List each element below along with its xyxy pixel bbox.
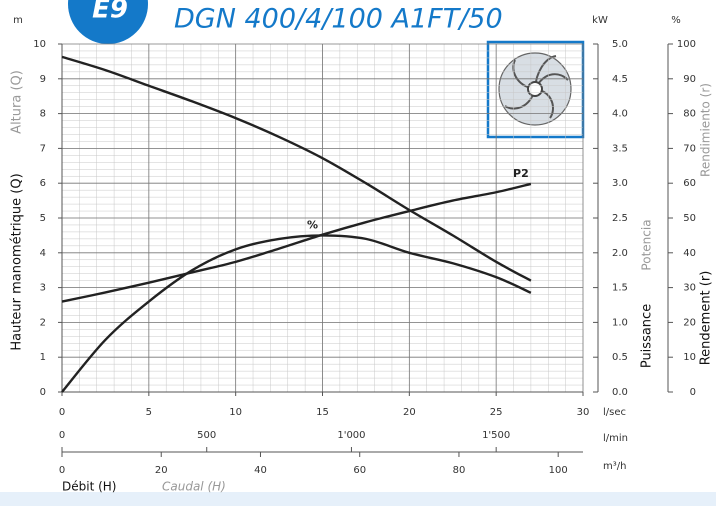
y3-tick-label: 10 — [683, 352, 696, 363]
y-tick-label: 10 — [33, 39, 46, 50]
y3-tick-label: 80 — [683, 109, 696, 120]
y-tick-label: 2 — [40, 317, 46, 328]
impeller-icon — [486, 40, 585, 139]
footer-band — [0, 492, 716, 506]
x2-tick-label: 1'000 — [337, 430, 365, 441]
y-tick-label: 3 — [40, 283, 46, 294]
x-tick-label: 10 — [229, 407, 242, 418]
x3-tick-label: 100 — [549, 465, 568, 476]
x3-tick-label: 60 — [353, 465, 366, 476]
curve — [61, 182, 532, 303]
x-label: Débit (H) — [62, 480, 116, 494]
badge: E9 — [92, 0, 128, 25]
y3-tick-label: 40 — [683, 248, 696, 259]
y3-tick-label: 50 — [683, 213, 696, 224]
x-unit: l/sec — [603, 407, 626, 418]
curve — [61, 55, 532, 282]
x2-tick-label: 1'500 — [482, 430, 510, 441]
y2-tick-label: 4.5 — [612, 74, 628, 85]
x2-tick-label: 0 — [59, 430, 65, 441]
y2-tick-label: 2.0 — [612, 248, 628, 259]
x3-tick-label: 20 — [155, 465, 168, 476]
series-label: P2 — [513, 167, 529, 180]
y-tick-label: 1 — [40, 352, 46, 363]
x-tick-label: 5 — [146, 407, 152, 418]
x-tick-label: 0 — [59, 407, 65, 418]
x-tick-label: 30 — [577, 407, 590, 418]
curve — [61, 234, 532, 393]
y2-tick-label: 4.0 — [612, 109, 628, 120]
y2-tick-label: 5.0 — [612, 39, 628, 50]
y-tick-label: 5 — [40, 213, 46, 224]
y3-tick-label: 90 — [683, 74, 696, 85]
y2-tick-label: 3.5 — [612, 143, 628, 154]
y3-tick-label: 0 — [690, 387, 696, 398]
y3-tick-label: 100 — [677, 39, 696, 50]
x-tick-label: 20 — [403, 407, 416, 418]
y-label: Hauteur manométrique (Q) — [10, 173, 25, 350]
y2-tick-label: 1.5 — [612, 283, 628, 294]
x2-unit: l/min — [603, 433, 628, 444]
y-label-alt: Altura (Q) — [10, 70, 25, 134]
x3-tick-label: 80 — [453, 465, 466, 476]
x3-unit: m³/h — [603, 461, 626, 472]
series-label: % — [307, 218, 318, 231]
y3-unit: % — [671, 15, 681, 26]
y2-label-alt: Potencia — [640, 219, 654, 270]
x2-tick-label: 500 — [197, 430, 216, 441]
x3-tick-label: 40 — [254, 465, 267, 476]
x-label-alt: Caudal (H) — [162, 480, 226, 494]
y3-label-alt: Rendimiento (r) — [699, 83, 713, 177]
y3-label: Rendement (r) — [699, 271, 714, 366]
y-tick-label: 8 — [40, 109, 46, 120]
y-tick-label: 9 — [40, 74, 46, 85]
y2-tick-label: 2.5 — [612, 213, 628, 224]
y2-tick-label: 1.0 — [612, 317, 628, 328]
y-tick-label: 7 — [40, 143, 46, 154]
y2-tick-label: 0.0 — [612, 387, 628, 398]
y2-unit: kW — [592, 15, 608, 26]
y2-tick-label: 0.5 — [612, 352, 628, 363]
y3-tick-label: 30 — [683, 283, 696, 294]
y3-tick-label: 60 — [683, 178, 696, 189]
chart-title: DGN 400/4/100 A1FT/50 — [174, 4, 503, 35]
x-tick-label: 15 — [316, 407, 329, 418]
y2-tick-label: 3.0 — [612, 178, 628, 189]
x-tick-label: 25 — [490, 407, 503, 418]
y2-label: Puissance — [640, 304, 655, 368]
y3-tick-label: 70 — [683, 143, 696, 154]
y-tick-label: 6 — [40, 178, 46, 189]
badge-circle — [68, 0, 148, 44]
y3-tick-label: 20 — [683, 317, 696, 328]
y-tick-label: 0 — [40, 387, 46, 398]
x3-tick-label: 0 — [59, 465, 65, 476]
y-tick-label: 4 — [40, 248, 46, 259]
y-unit: m — [13, 15, 23, 26]
